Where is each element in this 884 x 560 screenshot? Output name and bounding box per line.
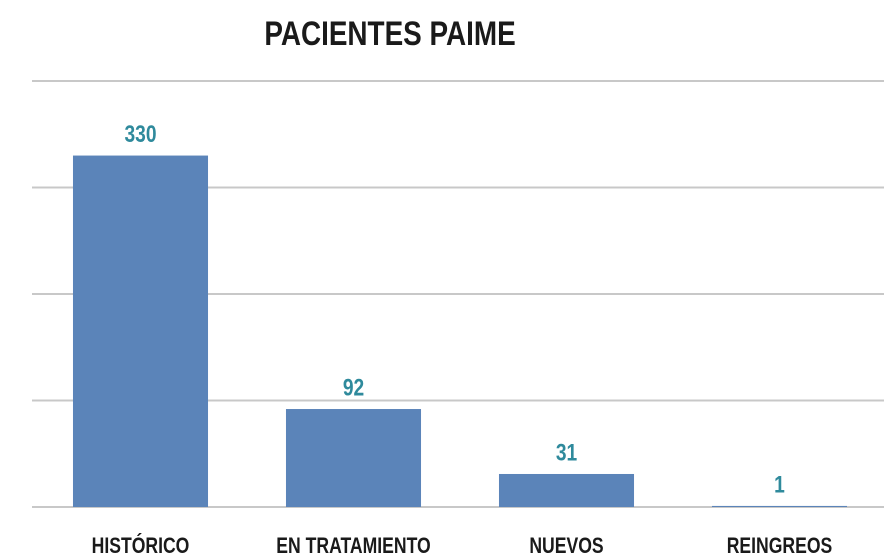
x-tick-label: HISTÓRICO <box>92 532 190 559</box>
bar <box>72 155 209 508</box>
bar <box>498 473 635 507</box>
x-tick-label: NUEVOS <box>529 534 603 558</box>
value-label: 330 <box>124 120 156 148</box>
bar <box>711 505 848 507</box>
x-tick-label: EN TRATAMIENTO <box>276 534 430 558</box>
value-label: 1 <box>774 470 785 498</box>
chart-title: PACIENTES PAIME <box>264 14 515 52</box>
x-tick-label: REINGREOS <box>727 534 833 558</box>
value-label: 92 <box>343 373 364 401</box>
bar <box>285 409 422 507</box>
value-label: 31 <box>556 438 577 466</box>
